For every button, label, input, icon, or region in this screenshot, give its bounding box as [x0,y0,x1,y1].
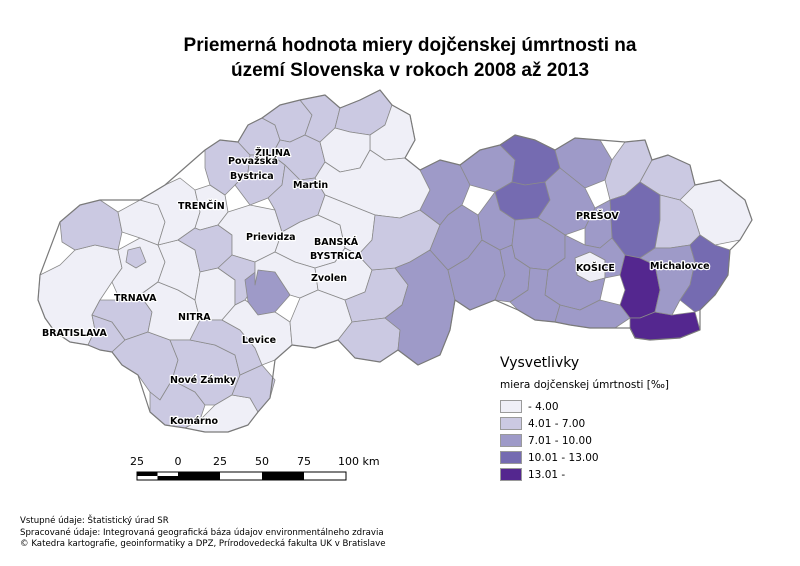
scale-bar: 25 0 25 50 75 100 km [130,455,380,481]
city-label-michalovce: Michalovce [650,261,710,272]
legend-item-label: 13.01 - [528,468,566,481]
map-title: Priemerná hodnota miery dojčenskej úmrtn… [160,33,660,83]
city-label-prievidza: Prievidza [246,232,296,243]
map-title-line-1: Priemerná hodnota miery dojčenskej úmrtn… [183,35,637,56]
legend-swatch [500,468,522,481]
legend-item-label: 4.01 - 7.00 [528,417,586,430]
legend-subtitle: miera dojčenskej úmrtnosti [‰] [500,379,669,391]
city-label-trencin: TRENČÍN [178,200,225,212]
credits-line-3: © Katedra kartografie, geoinformatiky a … [20,539,386,549]
city-label-nove-zamky: Nové Zámky [170,375,237,386]
city-label-nitra: NITRA [178,312,211,323]
legend-item: 4.01 - 7.00 [500,415,720,432]
legend-item-label: - 4.00 [528,400,559,413]
city-label-presov: PREŠOV [576,210,619,222]
scale-label-25-left: 25 [130,455,144,468]
city-label-levice: Levice [242,335,276,346]
legend-item-label: 7.01 - 10.00 [528,434,592,447]
legend-item: 7.01 - 10.00 [500,432,720,449]
legend-title: Vysvetlivky [500,355,580,371]
city-label-kosice: KOŠICE [576,262,615,274]
district-region [59,199,123,251]
city-label-trnava: TRNAVA [114,293,157,304]
city-label-bystrica: Bystrica [230,171,274,182]
legend-swatch [500,434,522,447]
scale-label-25: 25 [213,455,227,468]
legend-item: 10.01 - 13.00 [500,449,720,466]
map-title-line-2: území Slovenska v rokoch 2008 až 2013 [230,60,590,81]
legend-item: - 4.00 [500,398,720,415]
map-legend: Vysvetlivky miera dojčenskej úmrtnosti [… [500,355,720,483]
source-credits: Vstupné údaje: Štatistický úrad SR Sprac… [20,516,386,551]
city-label-bystrica-bb: BYSTRICA [310,251,363,262]
city-label-banska: BANSKÁ [314,236,359,248]
national-border [37,89,753,433]
legend-swatch [500,400,522,413]
city-label-povazska: Považská [228,156,278,167]
city-label-komarno: Komárno [170,416,218,427]
legend-item: 13.01 - [500,466,720,483]
city-labels: ŽILINA Považská Bystrica Martin TRENČÍN … [41,146,711,428]
city-label-martin: Martin [293,180,328,191]
scale-label-100km: 100 km [338,455,380,468]
district-region [125,246,147,269]
credits-line-2: Spracované údaje: Integrovaná geografick… [20,527,384,538]
scale-label-75: 75 [297,455,311,468]
legend-swatch [500,451,522,464]
city-label-zilina: ŽILINA [255,147,291,159]
city-label-zvolen: Zvolen [311,273,347,284]
credits-line-1: Vstupné údaje: Štatistický úrad SR [20,516,169,526]
district-region [537,167,596,236]
district-region [117,199,166,246]
legend-swatch [500,417,522,430]
scale-label-50: 50 [255,455,269,468]
scale-label-0: 0 [175,455,182,468]
city-label-bratislava: BRATISLAVA [42,328,107,339]
legend-item-label: 10.01 - 13.00 [528,451,599,464]
